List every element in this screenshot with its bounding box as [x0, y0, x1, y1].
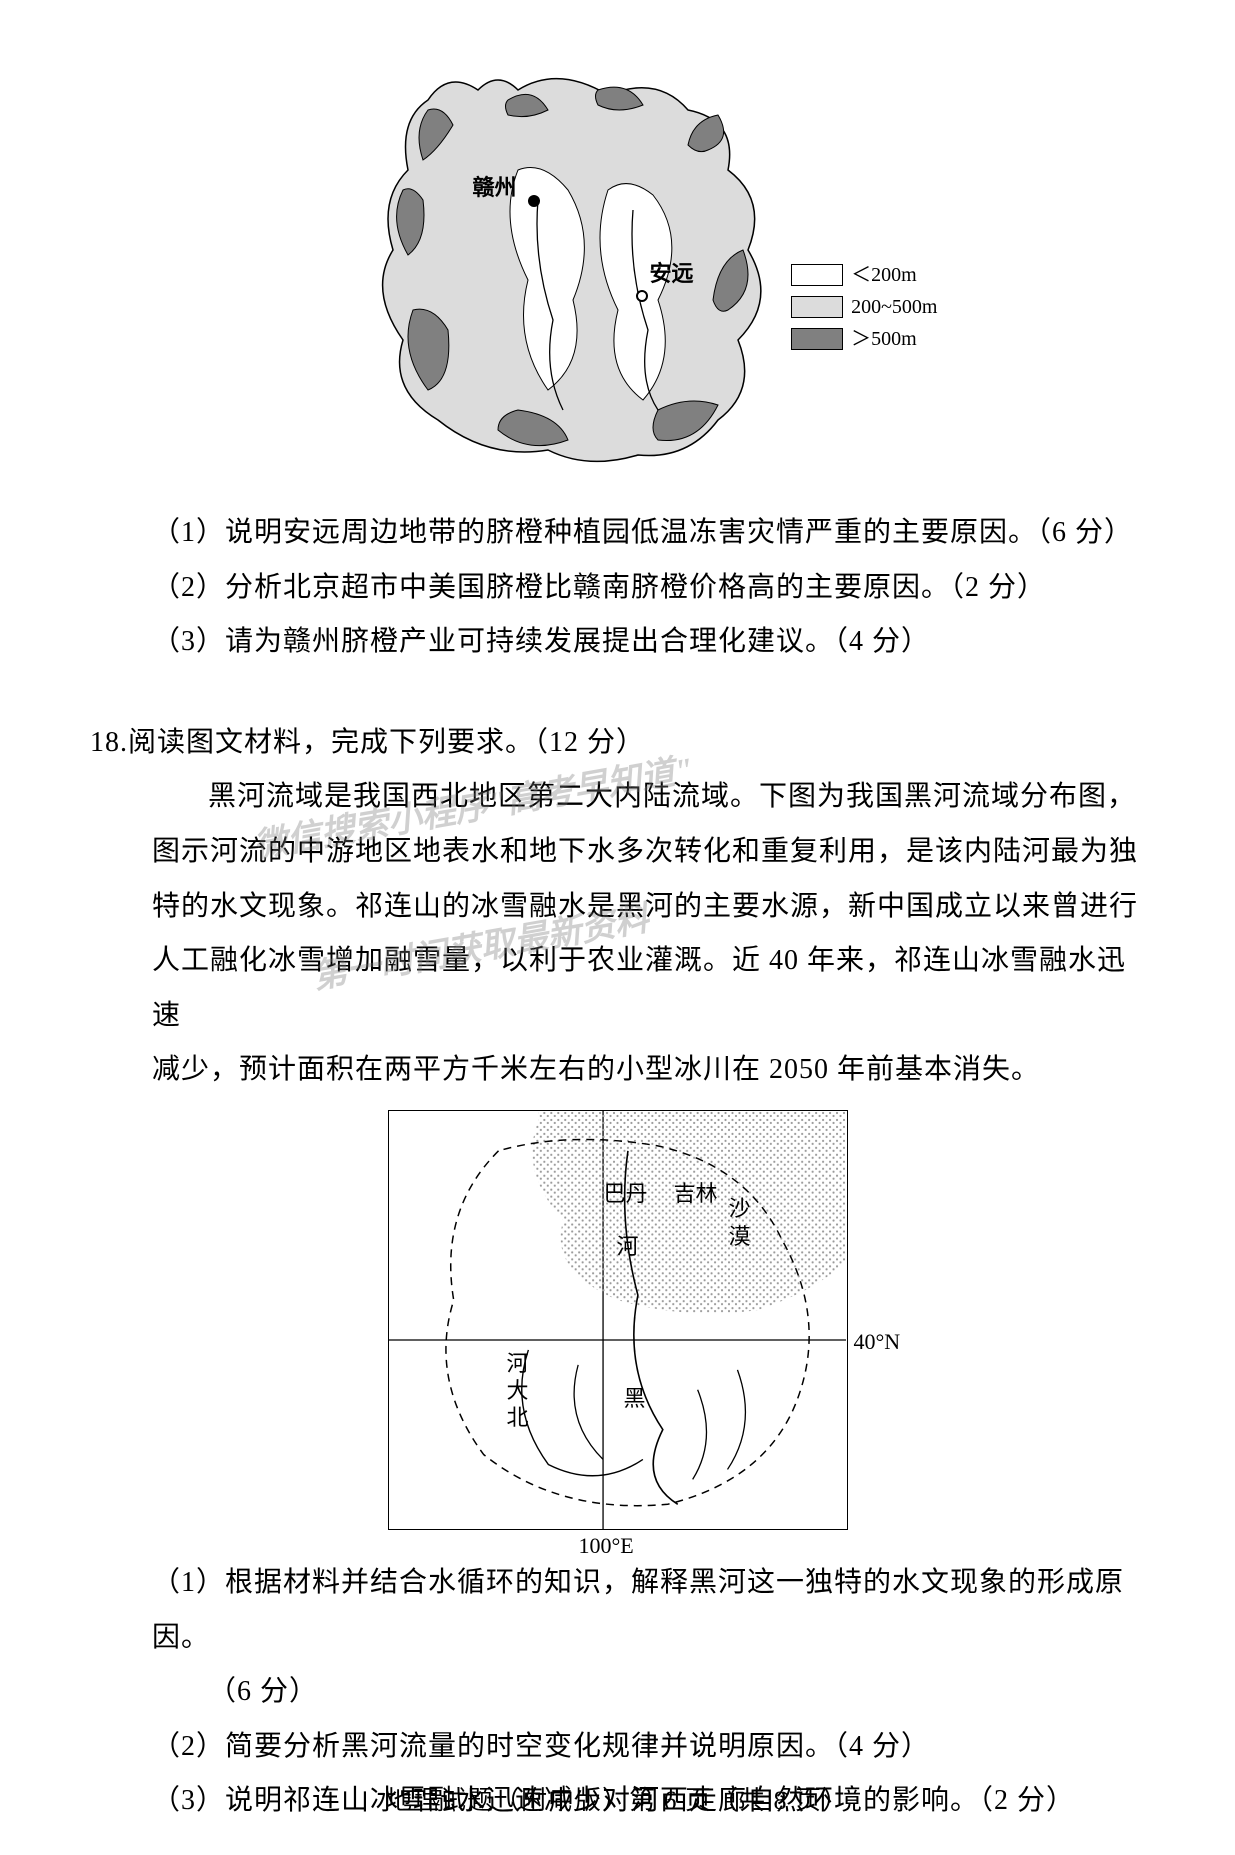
anyuan-label: 安远 — [650, 262, 694, 286]
map1-legend: ＜200m 200~500m ＞500m — [791, 260, 937, 356]
q18-para-line: 黑河流域是我国西北地区第二大内陆流域。下图为我国黑河流域分布图， — [90, 770, 1145, 825]
q18-para-line: 特的水文现象。祁连山的冰雪融水是黑河的主要水源，新中国成立以来曾进行 — [90, 880, 1145, 935]
legend-row: ＜200m — [791, 260, 937, 290]
q18-sub1: （1）根据材料并结合水循环的知识，解释黑河这一独特的水文现象的形成原因。 — [90, 1556, 1145, 1665]
river-branch — [574, 1365, 603, 1460]
map1-container: 赣州 安远 ＜200m 200~500m ＞500m — [90, 60, 1145, 470]
river-branch — [692, 1390, 706, 1480]
q17-sub3: （3）请为赣州脐橙产业可持续发展提出合理化建议。（4 分） — [90, 615, 1145, 670]
q18-para-line: 人工融化冰雪增加融雪量，以利于农业灌溉。近 40 年来，祁连山冰雪融水迅速 — [90, 934, 1145, 1043]
q18-block: 18.阅读图文材料，完成下列要求。（12 分） 黑河流域是我国西北地区第二大内陆… — [90, 716, 1145, 1829]
map2-lon-label: 100°E — [579, 1533, 634, 1559]
q18-sub2: （2）简要分析黑河流量的时空变化规律并说明原因。（4 分） — [90, 1720, 1145, 1775]
legend-swatch-mid — [791, 296, 843, 318]
map2-label-mo: 漠 — [729, 1219, 751, 1251]
legend-swatch-low — [791, 264, 843, 286]
map2-box: 巴丹 吉林 沙 漠 河 河 大 北 黑 40°N 100°E — [388, 1110, 848, 1530]
q17-sub1: （1）说明安远周边地带的脐橙种植园低温冻害灾情严重的主要原因。（6 分） — [90, 506, 1145, 561]
ganzhou-dot — [528, 195, 540, 207]
page-footer: 地理试题（附中版）第 6 页（共 8 页） — [0, 1780, 1235, 1817]
map2-label-jilin: 吉林 — [674, 1176, 718, 1208]
anyuan-circle — [636, 290, 648, 302]
legend-swatch-high — [791, 328, 843, 350]
legend-label: 200~500m — [851, 292, 937, 322]
q18-header: 18.阅读图文材料，完成下列要求。（12 分） — [90, 716, 1145, 771]
legend-row: 200~500m — [791, 292, 937, 322]
map2-container: 巴丹 吉林 沙 漠 河 河 大 北 黑 40°N 100°E — [90, 1110, 1145, 1530]
legend-label: ＞500m — [851, 324, 917, 354]
map2-lat-label: 40°N — [854, 1329, 901, 1355]
q18-number: 18. — [90, 727, 128, 758]
q18-stem: 阅读图文材料，完成下列要求。（12 分） — [128, 727, 645, 758]
q18-sub1b: （6 分） — [90, 1665, 1145, 1720]
ganzhou-label: 赣州 — [473, 170, 517, 202]
map2-label-he-top: 河 — [617, 1229, 639, 1261]
q17-sub2: （2）分析北京超市中美国脐橙比赣南脐橙价格高的主要原因。（2 分） — [90, 561, 1145, 616]
map2-label-bei: 北 — [507, 1400, 529, 1432]
map2-label-badan: 巴丹 — [604, 1176, 648, 1208]
legend-row: ＞500m — [791, 324, 937, 354]
map2-svg — [389, 1111, 847, 1529]
map2-label-hei: 黑 — [624, 1381, 646, 1413]
desert-area — [532, 1111, 847, 1313]
anyuan-text: 安远 — [650, 261, 694, 286]
q18-para-wrap: 黑河流域是我国西北地区第二大内陆流域。下图为我国黑河流域分布图， 图示河流的中游… — [90, 770, 1145, 1098]
legend-label: ＜200m — [851, 260, 917, 290]
q18-para-line: 图示河流的中游地区地表水和地下水多次转化和重复利用，是该内陆河最为独 — [90, 825, 1145, 880]
river-branch — [727, 1370, 745, 1470]
q18-para-line: 减少，预计面积在两平方千米左右的小型冰川在 2050 年前基本消失。 — [90, 1043, 1145, 1098]
map1-box: 赣州 安远 ＜200m 200~500m ＞500m — [358, 60, 878, 470]
